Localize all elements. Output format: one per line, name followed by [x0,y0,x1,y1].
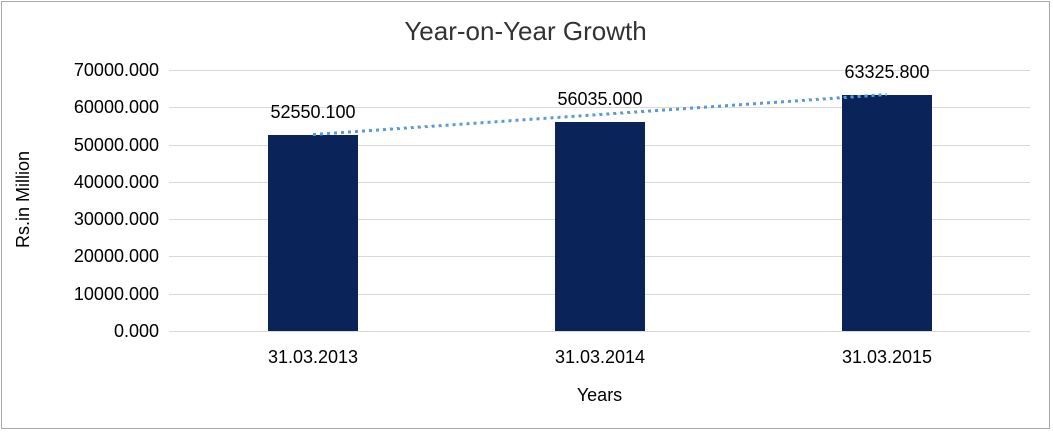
x-axis-category-label: 31.03.2015 [841,347,933,367]
bar [842,95,932,331]
y-axis-tick-label: 50000.000 [73,135,159,155]
y-axis-tick-label: 20000.000 [73,246,159,266]
y-axis-tick-label: 0.000 [113,321,159,341]
bar [268,135,358,331]
x-axis-category-label: 31.03.2014 [554,347,646,367]
bar-value-label: 52550.100 [270,102,356,122]
x-axis-title: Years [576,385,623,405]
y-axis-tick-label: 40000.000 [73,172,159,192]
gridline [169,70,1030,71]
chart-title: Year-on-Year Growth [404,16,647,46]
bar-value-label: 56035.000 [557,89,643,109]
gridline [169,331,1030,332]
y-axis-title-text: Rs.in Million [13,150,34,248]
x-axis-category-label: 31.03.2013 [267,347,359,367]
y-axis-tick-label: 10000.000 [73,284,159,304]
y-axis-tick-label: 30000.000 [73,209,159,229]
y-axis-tick-label: 70000.000 [73,60,159,80]
bar [555,122,645,331]
bar-value-label: 63325.800 [844,62,930,82]
gridline [169,107,1030,108]
y-axis-tick-label: 60000.000 [73,97,159,117]
